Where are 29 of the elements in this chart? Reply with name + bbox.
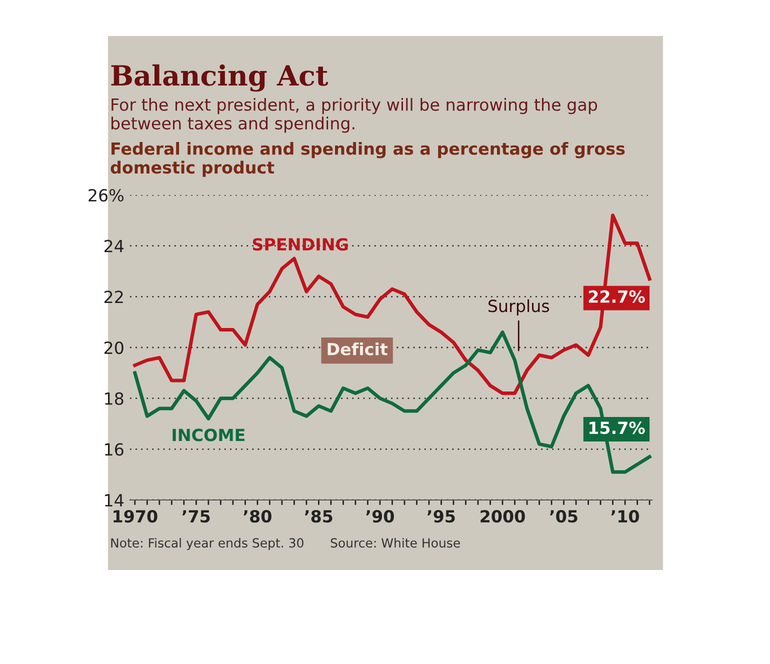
x-tick-label: 2000 xyxy=(480,510,525,523)
line-series xyxy=(133,330,652,474)
annotation: Deficit xyxy=(328,342,388,356)
y-axis-title: Federal income and spending as a percentage of gross domestic product xyxy=(110,142,625,177)
chart-subtitle: For the next president, a priority will be narrowing the gap between taxes and spending. xyxy=(112,98,598,133)
y-tick-label: 14 xyxy=(105,494,124,506)
series-label: SPENDING xyxy=(252,238,348,251)
x-tick-label: ’80 xyxy=(244,510,272,523)
x-tick-label: ’75 xyxy=(182,510,210,523)
x-tick-label: 1970 xyxy=(114,510,158,523)
y-tick-label: 24 xyxy=(104,240,124,252)
x-tick-label: ’85 xyxy=(304,510,332,523)
data-label: 15.7% xyxy=(589,422,645,434)
y-tick-label: 16 xyxy=(105,443,124,456)
y-tick-label: 20 xyxy=(104,341,124,354)
y-tick-label: 22 xyxy=(104,290,123,303)
x-tick-label: ’90 xyxy=(366,510,394,523)
y-tick-label: 26% xyxy=(88,188,124,202)
line-series xyxy=(133,214,652,395)
series-label: INCOME xyxy=(172,428,244,442)
y-tick-label: 18 xyxy=(105,392,124,405)
annotation: Surplus xyxy=(488,299,550,316)
data-label: 22.7% xyxy=(588,290,645,303)
text: Note: Fiscal year ends Sept. 30 xyxy=(111,538,304,550)
source-note: Source: White House xyxy=(330,538,460,548)
x-tick-label: ’10 xyxy=(611,510,640,523)
x-tick-label: ’95 xyxy=(428,510,455,523)
chart-title: Balancing Act xyxy=(111,64,328,92)
x-tick-label: ’05 xyxy=(550,510,578,523)
